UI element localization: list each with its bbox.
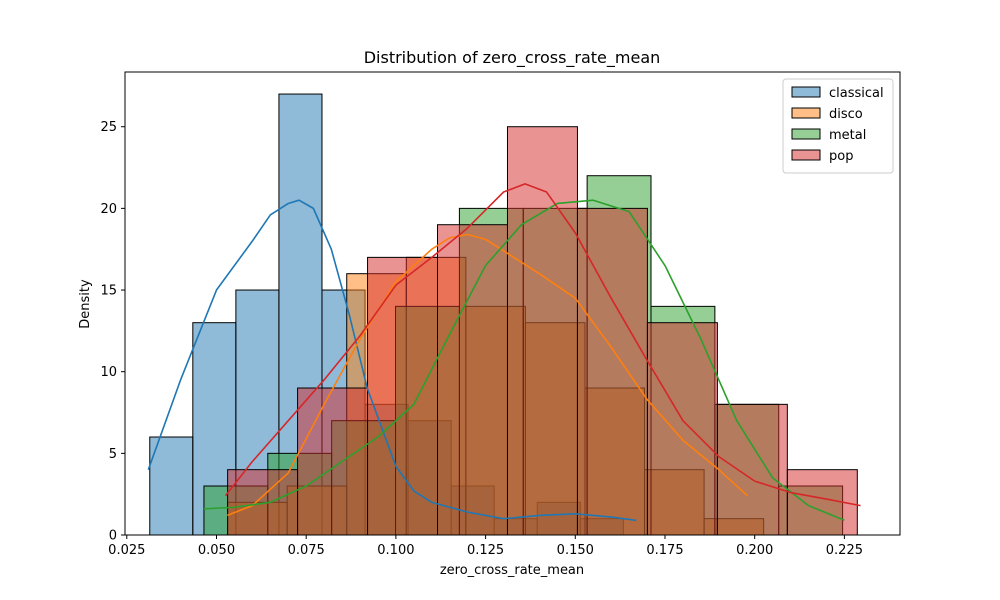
y-tick-label: 15 [100, 284, 117, 299]
x-tick-label: 0.200 [736, 543, 773, 558]
x-tick-label: 0.175 [646, 543, 683, 558]
legend-swatch-metal [791, 128, 821, 140]
x-tick-label: 0.025 [108, 543, 145, 558]
y-tick-label: 25 [100, 120, 117, 135]
x-tick-label: 0.050 [198, 543, 235, 558]
legend-label-disco: disco [829, 107, 863, 122]
y-tick-label: 0 [109, 529, 117, 544]
x-tick-label: 0.100 [377, 543, 414, 558]
legend-label-pop: pop [829, 149, 853, 164]
y-axis-title: Density [78, 279, 93, 329]
x-tick-label: 0.225 [826, 543, 863, 558]
x-tick-label: 0.125 [467, 543, 504, 558]
x-axis-title: zero_cross_rate_mean [440, 563, 584, 578]
bar-pop [716, 403, 788, 536]
legend-swatch-pop [791, 149, 821, 161]
legend: classical disco metal pop [782, 78, 894, 174]
y-tick-label: 20 [100, 202, 117, 217]
bar-pop [437, 224, 508, 536]
kde-line-pop [224, 183, 861, 507]
legend-swatch-disco [791, 107, 821, 119]
kde-layer [147, 183, 861, 522]
legend-label-metal: metal [829, 128, 866, 143]
axes-layer: 0.025 0.050 0.075 0.100 0.125 0.150 0.175 0.200… [100, 71, 901, 558]
kde-line-classical [147, 199, 637, 522]
legend-label-classical: classical [829, 86, 884, 101]
bar-pop [367, 256, 439, 536]
kde-line-metal [203, 199, 845, 522]
bar-pop [506, 126, 578, 536]
chart-title: Distribution of zero_cross_rate_mean [364, 48, 661, 68]
y-tick-label: 5 [109, 447, 117, 462]
legend-swatch-classical [791, 86, 821, 98]
bar-classical [149, 436, 194, 536]
y-tick-label: 10 [100, 365, 117, 380]
bar-pop [576, 207, 648, 536]
kde-line-disco [226, 233, 749, 517]
bar-pop [297, 387, 369, 536]
x-tick-label: 0.075 [288, 543, 325, 558]
x-tick-label: 0.150 [557, 543, 594, 558]
plot-frame [124, 71, 901, 536]
bars-layer [149, 93, 858, 536]
